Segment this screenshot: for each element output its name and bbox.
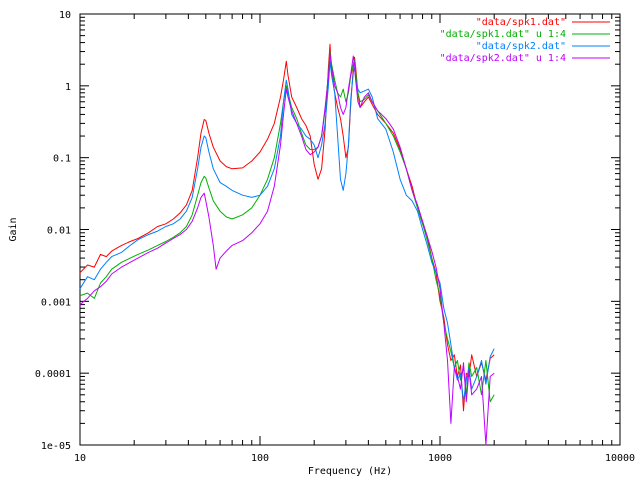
legend-entry-label: "data/spk1.dat" xyxy=(476,17,566,28)
x-tick-label: 10 xyxy=(74,453,86,464)
series-line-2 xyxy=(79,51,495,403)
y-tick-label: 0.0001 xyxy=(35,369,71,380)
tick-marks xyxy=(79,13,621,446)
legend-entry-label: "data/spk2.dat" u 1:4 xyxy=(440,53,566,64)
y-tick-label: 0.001 xyxy=(41,297,71,308)
x-tick-label: 100 xyxy=(251,453,269,464)
y-tick-label: 0.01 xyxy=(47,226,71,237)
y-tick-label: 1 xyxy=(65,82,71,93)
series-line-4 xyxy=(79,53,495,446)
x-tick-label: 10000 xyxy=(605,453,635,464)
series-line-3 xyxy=(79,60,495,403)
x-axis-title: Frequency (Hz) xyxy=(308,466,392,477)
legend-entry-label: "data/spk2.dat" xyxy=(476,41,566,52)
y-axis-title: Gain xyxy=(8,217,19,241)
legend: "data/spk1.dat""data/spk1.dat" u 1:4"dat… xyxy=(440,17,610,64)
y-tick-label: 0.1 xyxy=(53,154,71,165)
series-lines xyxy=(79,43,495,446)
x-tick-label: 1000 xyxy=(428,453,452,464)
y-tick-label: 1e-05 xyxy=(41,441,71,452)
tick-labels: 10 100 1000 10000 10 1 0.1 0.01 0.001 0.0001 1e-05 xyxy=(35,10,635,464)
y-tick-label: 10 xyxy=(59,10,71,21)
legend-entry-label: "data/spk1.dat" u 1:4 xyxy=(440,29,566,40)
series-line-1 xyxy=(79,43,495,412)
